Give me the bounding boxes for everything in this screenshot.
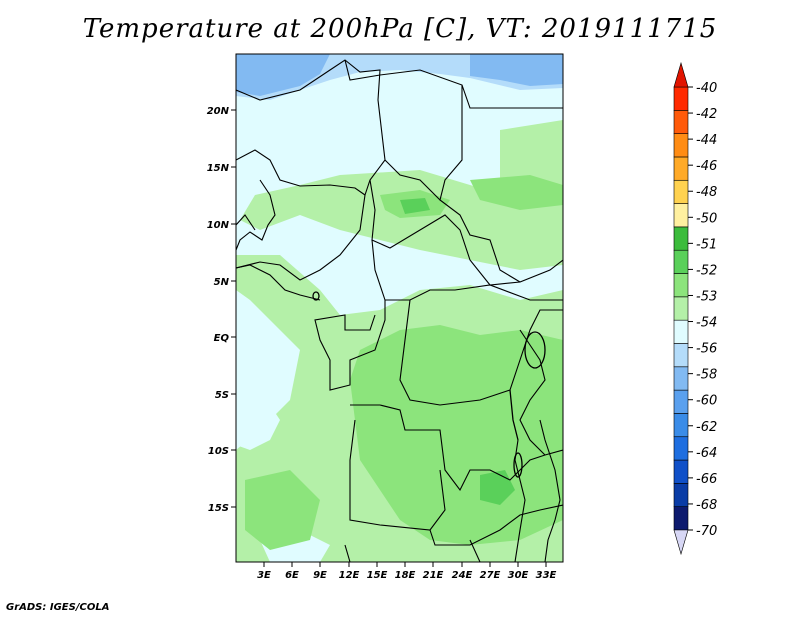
colorbar-label: -64	[696, 446, 717, 461]
colorbar-label: -53	[696, 289, 717, 304]
temperature-field	[236, 54, 563, 562]
lat-label: 15N	[207, 163, 230, 174]
colorbar-segment	[673, 273, 689, 298]
colorbar-segment	[673, 319, 689, 344]
map-frame	[235, 53, 564, 563]
colorbar-label: -62	[696, 420, 717, 435]
colorbar-segment	[673, 389, 689, 414]
colorbar-label: -40	[696, 81, 717, 96]
colorbar-label: -56	[696, 342, 717, 357]
longitude-axis: 3E 6E 9E 12E 15E 18E 21E 24E 27E 30E 33E	[257, 562, 557, 581]
colorbar-segment	[673, 296, 689, 321]
colorbar-label: -42	[696, 107, 717, 122]
color-bar-legend: -40 -42 -44 -46 -48 -50 -51 -52 -53 -54 -56 -58 -60 -…	[673, 61, 717, 556]
colorbar-label: -51	[696, 237, 717, 252]
colorbar-label: -54	[696, 316, 717, 331]
colorbar-label: -68	[696, 498, 717, 513]
colorbar-segment	[673, 413, 689, 438]
colorbar-segment	[673, 436, 689, 461]
grads-credit: GrADS: IGES/COLA	[6, 602, 110, 613]
colorbar-segment	[673, 203, 689, 228]
colorbar-segment	[673, 156, 689, 181]
colorbar-segment	[673, 179, 689, 204]
colorbar-segment	[673, 226, 689, 251]
colorbar-label: -44	[696, 133, 717, 148]
colorbar-segment	[673, 506, 689, 531]
lakes	[312, 291, 546, 478]
lon-label: 6E	[285, 570, 299, 581]
colorbar-segment	[673, 249, 689, 274]
lat-label: 15S	[208, 503, 229, 514]
colorbar-segment	[673, 459, 689, 484]
lon-label: 24E	[452, 570, 473, 581]
lon-label: 27E	[480, 570, 501, 581]
colorbar-segment	[673, 133, 689, 158]
colorbar-label: -52	[696, 263, 717, 278]
latitude-axis: 20N 15N 10N 5N EQ 5S 10S 15S	[207, 106, 236, 514]
lon-label: 18E	[395, 570, 416, 581]
colorbar-label: -58	[696, 368, 717, 383]
lat-label: 5S	[215, 390, 229, 401]
colorbar-label: -66	[696, 472, 717, 487]
colorbar-label: -70	[696, 524, 717, 539]
lon-label: 15E	[367, 570, 388, 581]
lon-label: 9E	[313, 570, 327, 581]
colorbar-segment	[673, 343, 689, 368]
lat-label: 10N	[207, 220, 230, 231]
lat-label: 5N	[214, 277, 230, 288]
colorbar-label: -60	[696, 394, 717, 409]
lon-label: 33E	[536, 570, 557, 581]
lon-label: 3E	[257, 570, 271, 581]
map-title: Temperature at 200hPa [C], VT: 201911171…	[82, 14, 718, 44]
lon-label: 12E	[339, 570, 360, 581]
lat-label: 10S	[208, 446, 229, 457]
colorbar-segment	[673, 110, 689, 134]
country-borders	[236, 59, 563, 562]
colorbar-label: -46	[696, 159, 717, 174]
lon-label: 21E	[423, 570, 444, 581]
colorbar-label: -48	[696, 185, 717, 200]
colorbar-bottom-triangle	[673, 529, 689, 556]
lat-label: EQ	[214, 333, 230, 344]
colorbar-segment	[673, 366, 689, 391]
colorbar-label: -50	[696, 211, 717, 226]
colorbar-top-triangle	[673, 61, 689, 88]
lat-label: 20N	[207, 106, 230, 117]
colorbar-segment	[673, 86, 689, 111]
lon-label: 30E	[508, 570, 529, 581]
colorbar-segment	[673, 483, 689, 507]
